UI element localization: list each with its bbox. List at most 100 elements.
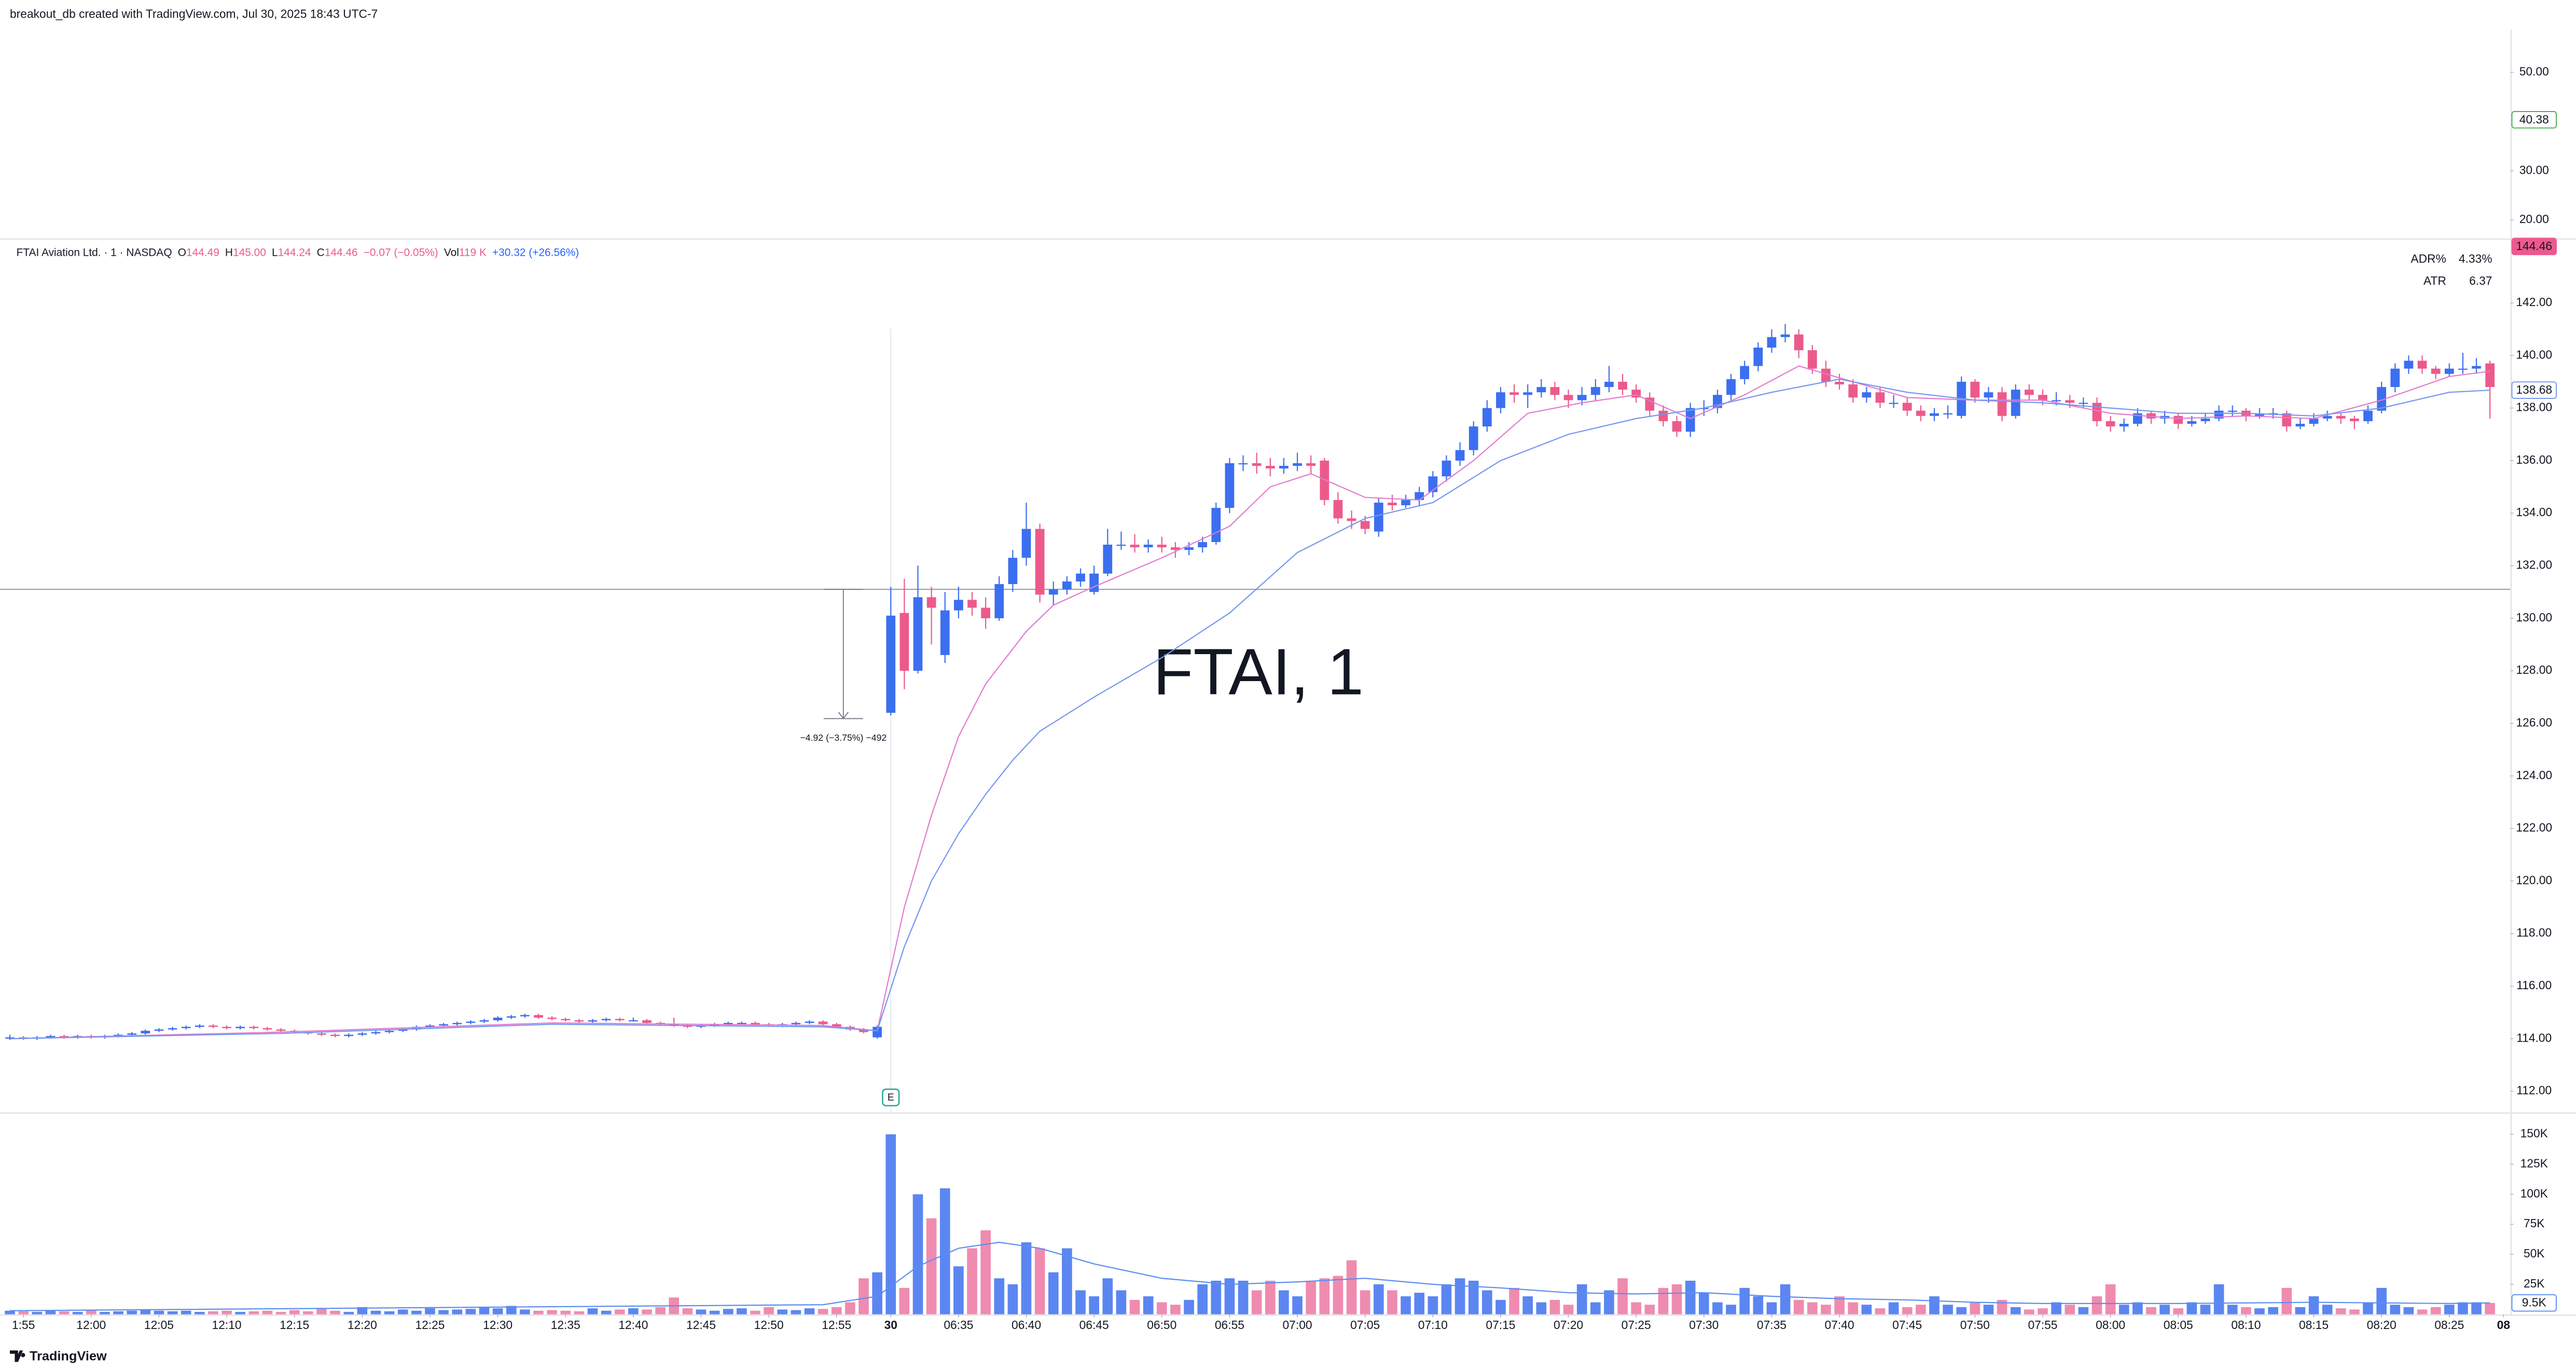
volume-bar <box>1034 1248 1045 1314</box>
x-tick-label: 12:20 <box>348 1318 377 1332</box>
candle-body <box>2309 418 2319 424</box>
legend-value: 144.49 <box>186 246 219 258</box>
x-tick-label: 06:35 <box>944 1318 973 1332</box>
candle-body <box>1780 334 1790 337</box>
candle-body <box>926 597 936 608</box>
last-price-label-bg <box>2511 238 2557 255</box>
volume-bar <box>1306 1280 1316 1314</box>
volume-bar <box>1170 1305 1181 1314</box>
volume-bar <box>1048 1272 1059 1314</box>
volume-bar <box>2213 1284 2224 1314</box>
volume-bar <box>1007 1284 1018 1314</box>
stat-value: 6.37 <box>2469 274 2492 287</box>
candle-body <box>1388 502 1397 506</box>
volume-bar <box>2010 1307 2021 1314</box>
candle-body <box>2227 410 2237 412</box>
candle-body <box>886 615 896 713</box>
candle-body <box>1523 392 1533 395</box>
candle-body <box>1008 558 1018 584</box>
volume-bar <box>1590 1302 1601 1314</box>
volume-bar <box>899 1287 910 1314</box>
x-tick-label: 12:15 <box>280 1318 309 1332</box>
candle-body <box>1333 500 1343 519</box>
x-tick-label: 12:05 <box>144 1318 174 1332</box>
y-tick-label: 138.00 <box>2516 400 2552 414</box>
x-tick-label: 08:15 <box>2299 1318 2329 1332</box>
volume-bar <box>2430 1307 2441 1314</box>
candle-body <box>2119 424 2129 427</box>
x-tick-label: 07:30 <box>1689 1318 1719 1332</box>
moving-average-line <box>10 378 2490 1040</box>
volume-bar <box>1481 1290 1492 1314</box>
indicator-value-label-text: 40.38 <box>2519 113 2549 126</box>
volume-bar <box>1238 1280 1249 1314</box>
volume-bar <box>2024 1309 2034 1314</box>
volume-bar <box>2132 1302 2143 1314</box>
volume-bar <box>2295 1307 2306 1314</box>
volume-bar <box>791 1310 801 1314</box>
candle-body <box>1062 581 1072 590</box>
candle-body <box>1265 466 1275 469</box>
volume-bar <box>655 1307 666 1314</box>
y-tick-label: 136.00 <box>2516 453 2552 466</box>
y-tick-label: 142.00 <box>2516 295 2552 309</box>
volume-bar <box>1265 1280 1276 1314</box>
volume-bar <box>1129 1299 1140 1314</box>
candle-body <box>2458 368 2468 370</box>
y-tick-label: 75K <box>2524 1216 2545 1230</box>
candle-body <box>1469 426 1478 450</box>
volume-bar <box>737 1308 747 1314</box>
volume-bar <box>248 1311 259 1314</box>
volume-bar <box>642 1309 652 1314</box>
candle-body <box>1225 463 1235 508</box>
legend-value: +30.32 (+26.56%) <box>492 246 579 258</box>
volume-bar <box>2200 1305 2211 1314</box>
candle-body <box>1252 463 1262 466</box>
candle-body <box>1415 492 1424 500</box>
candle-body <box>1794 334 1804 351</box>
volume-bar <box>696 1309 707 1314</box>
candle-body <box>520 1015 530 1017</box>
volume-bar <box>1509 1287 1519 1314</box>
x-tick-label: 12:00 <box>76 1318 106 1332</box>
candle-body <box>2092 403 2102 421</box>
candle-body <box>1482 408 1492 427</box>
candle-body <box>2038 395 2047 400</box>
y-tick-label: 30.00 <box>2519 163 2549 176</box>
candle-body <box>1238 463 1248 465</box>
volume-bar <box>45 1310 56 1314</box>
candle-body <box>1401 500 1410 506</box>
x-tick-label: 07:40 <box>1825 1318 1854 1332</box>
volume-value-label-bg <box>2511 1294 2557 1312</box>
candle-body <box>547 1017 557 1019</box>
header: breakout_db created with TradingView.com… <box>10 7 378 21</box>
candle-body <box>317 1033 326 1035</box>
volume-bar <box>221 1310 232 1314</box>
x-tick-label: 07:15 <box>1486 1318 1515 1332</box>
candle-body <box>615 1019 625 1020</box>
volume-bar <box>750 1310 760 1314</box>
volume-bar <box>1184 1299 1194 1314</box>
volume-bar <box>520 1309 530 1314</box>
volume-bar <box>845 1302 855 1314</box>
x-tick-label: 12:35 <box>551 1318 580 1332</box>
volume-bar <box>2159 1305 2170 1314</box>
x-tick-label: 12:10 <box>212 1318 242 1332</box>
candle-body <box>466 1021 476 1023</box>
volume-bar <box>465 1309 476 1314</box>
candle-body <box>452 1022 462 1024</box>
candle-body <box>1740 366 1750 379</box>
legend-key: H <box>225 246 233 258</box>
volume-bar <box>1699 1293 1709 1314</box>
y-tick-label: 114.00 <box>2516 1031 2552 1044</box>
volume-bar <box>926 1218 937 1314</box>
volume-bar <box>2322 1305 2333 1314</box>
volume-bar <box>86 1310 96 1314</box>
candle-body <box>2079 403 2088 404</box>
x-tick-label: 06:45 <box>1079 1318 1109 1332</box>
candle-body <box>2390 368 2400 387</box>
legend-value: 144.46 <box>325 246 358 258</box>
volume-bar <box>1983 1305 1994 1314</box>
volume-bar <box>1414 1293 1424 1314</box>
